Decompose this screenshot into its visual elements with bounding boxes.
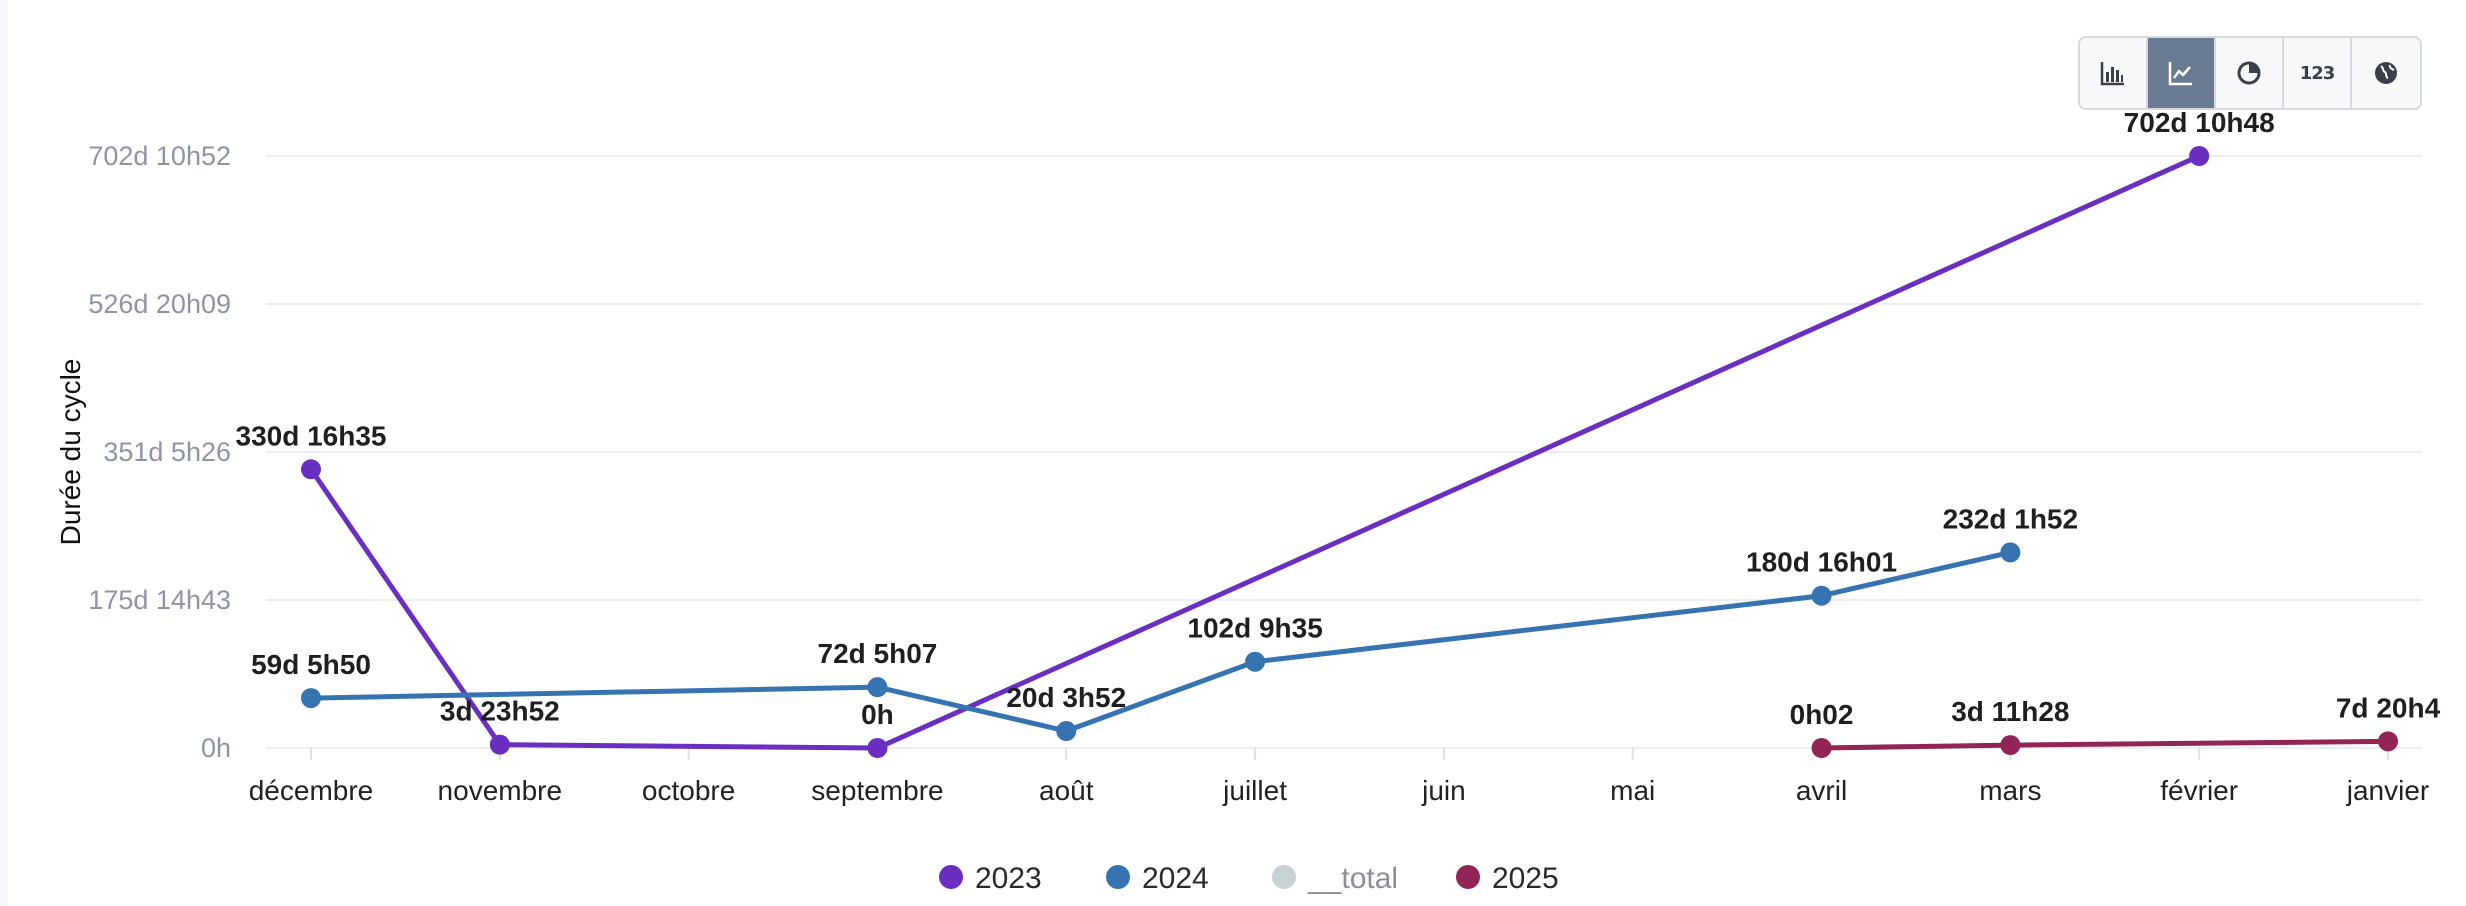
data-point-2023[interactable] (489, 734, 510, 755)
data-label-2023: 3d 23h52 (440, 696, 560, 727)
pie-chart-button[interactable] (2216, 38, 2284, 108)
x-tick-label: octobre (642, 775, 735, 806)
data-point-2024[interactable] (2000, 542, 2021, 563)
x-tick-label: février (2160, 775, 2238, 806)
x-tick-label: janvier (2346, 775, 2429, 806)
data-label-2025: 3d 11h28 (1951, 696, 2069, 727)
pie-chart-icon (2237, 61, 2261, 85)
series (301, 146, 2398, 758)
data-label-2025: 7d 20h4 (2336, 692, 2441, 723)
data-label-2024: 20d 3h52 (1006, 682, 1126, 713)
data-label-2024: 72d 5h07 (818, 638, 938, 669)
series-line-2024 (310, 549, 2011, 734)
data-point-2024[interactable] (867, 677, 888, 698)
x-tick-label: mars (1979, 775, 2041, 806)
data-point-2025[interactable] (2000, 735, 2021, 756)
data-label-2023: 702d 10h48 (2124, 107, 2275, 138)
x-tick-label: novembre (438, 775, 563, 806)
legend: 2023 2024 __total 2025 (939, 862, 1559, 895)
data-point-2025[interactable] (2378, 731, 2398, 752)
number-icon: 123 (2299, 62, 2336, 84)
legend-marker-2025[interactable] (1456, 865, 1480, 889)
bar-chart-icon (2100, 62, 2124, 86)
legend-label-__total[interactable]: __total (1307, 862, 1398, 895)
bar-chart-button[interactable] (2080, 38, 2148, 108)
data-label-2024: 232d 1h52 (1943, 503, 2078, 534)
x-tick-label: septembre (811, 775, 943, 806)
data-labels: 330d 16h35 3d 23h52 0h 702d 10h48 59d 5h50 72… (236, 107, 2441, 730)
line-chart: 0h 175d 14h43 351d 5h26 526d 20h09 702d 10h5… (55, 107, 2441, 895)
data-label-2024: 180d 16h01 (1746, 547, 1897, 578)
y-tick-label: 351d 5h26 (103, 437, 231, 467)
x-tick-label: avril (1796, 775, 1847, 806)
globe-icon (2375, 62, 2397, 84)
y-tick-label: 526d 20h09 (88, 289, 231, 319)
line-chart-icon (2168, 62, 2192, 86)
data-label-2025: 0h02 (1790, 699, 1854, 730)
data-point-2023[interactable] (867, 738, 888, 758)
legend-label-2025[interactable]: 2025 (1492, 862, 1559, 895)
y-tick-label: 0h (201, 733, 231, 763)
data-point-2024[interactable] (1811, 585, 1832, 606)
globe-button[interactable] (2352, 38, 2420, 108)
data-label-2023: 330d 16h35 (236, 420, 387, 451)
legend-marker-2023[interactable] (939, 865, 963, 889)
legend-label-2023[interactable]: 2023 (975, 862, 1042, 895)
data-label-2024: 102d 9h35 (1187, 613, 1322, 644)
data-point-2024[interactable] (301, 688, 321, 709)
legend-label-2024[interactable]: 2024 (1142, 862, 1209, 895)
x-axis-ticks: décembre novembre octobre septembre août juil… (249, 748, 2429, 806)
data-point-2023[interactable] (301, 459, 321, 480)
x-tick-label: décembre (249, 775, 374, 806)
y-axis-title: Durée du cycle (55, 359, 86, 546)
number-button[interactable]: 123 (2284, 38, 2352, 108)
x-tick-label: août (1039, 775, 1094, 806)
x-tick-label: juin (1421, 775, 1466, 806)
y-axis-ticks: 0h 175d 14h43 351d 5h26 526d 20h09 702d 10h5… (88, 141, 231, 763)
data-point-2024[interactable] (1056, 721, 1077, 742)
data-label-2024: 59d 5h50 (251, 649, 371, 680)
x-tick-label: mai (1610, 775, 1655, 806)
y-tick-label: 175d 14h43 (88, 585, 231, 615)
grid-lines (266, 155, 2422, 749)
chart-card: 0h 175d 14h43 351d 5h26 526d 20h09 702d 10h5… (8, 0, 2466, 906)
x-tick-label: juillet (1222, 775, 1287, 806)
line-chart-button[interactable] (2148, 38, 2216, 108)
data-label-2023: 0h (861, 699, 894, 730)
series-line-2023 (308, 153, 2201, 751)
data-point-2023[interactable] (2189, 146, 2210, 166)
legend-marker-2024[interactable] (1106, 865, 1130, 889)
data-point-2024[interactable] (1245, 651, 1266, 672)
data-point-2025[interactable] (1811, 737, 1832, 758)
legend-marker-__total[interactable] (1272, 865, 1296, 889)
y-tick-label: 702d 10h52 (88, 141, 231, 171)
chart-type-toolbar: 123 (2078, 36, 2422, 110)
